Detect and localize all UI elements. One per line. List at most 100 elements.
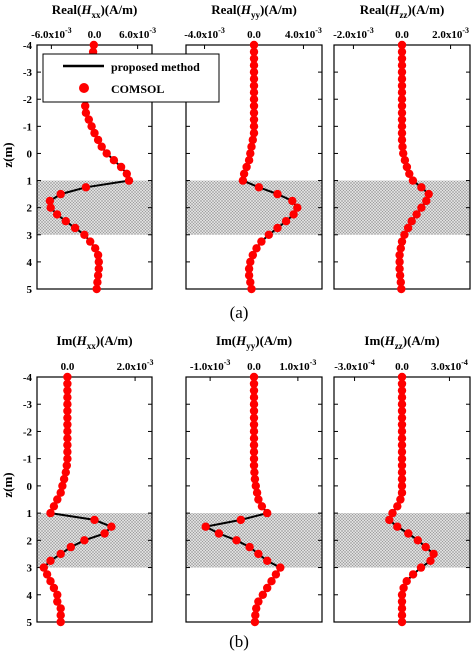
x-tick-mantissa: -3.0x10: [334, 361, 368, 373]
comsol-point: [247, 284, 256, 294]
y-tick-label: 0: [27, 481, 33, 493]
comsol-point: [89, 40, 99, 50]
comsol-point: [61, 468, 70, 477]
comsol-point: [46, 203, 55, 212]
comsol-point: [251, 611, 260, 620]
comsol-point: [53, 597, 62, 606]
comsol-point: [413, 536, 422, 545]
comsol-point: [397, 379, 407, 388]
comsol-point: [63, 454, 72, 463]
comsol-point: [267, 577, 276, 586]
comsol-point: [52, 210, 62, 219]
x-tick-mantissa: -6.0x10: [31, 29, 65, 41]
comsol-point: [63, 447, 72, 457]
comsol-point: [276, 563, 285, 572]
panel-title-sub: zz: [395, 341, 403, 351]
comsol-point: [293, 203, 302, 212]
comsol-point: [249, 108, 259, 118]
comsol-point: [400, 230, 409, 239]
comsol-point: [396, 495, 405, 504]
comsol-point: [385, 515, 394, 525]
panel-title-var: H: [76, 333, 88, 348]
y-axis-label-a: z(m): [0, 142, 15, 167]
panel-title-suffix: )(A/m): [403, 333, 440, 348]
comsol-point: [214, 529, 224, 538]
legend-box: [42, 53, 220, 103]
caption-b: (b): [229, 632, 249, 651]
x-tick-label: 0.0: [247, 361, 261, 373]
comsol-point: [56, 611, 65, 620]
x-tick-exponent: -3: [315, 26, 322, 35]
comsol-point: [46, 556, 55, 565]
panel-title-prefix: Real(: [52, 2, 82, 17]
comsol-point: [70, 223, 80, 233]
comsol-point: [397, 406, 407, 416]
comsol-point: [59, 474, 69, 484]
comsol-point: [251, 481, 260, 491]
y-tick-label: -2: [23, 426, 33, 438]
comsol-point: [56, 617, 65, 627]
panel-title: Real(Hxx)(A/m): [52, 2, 138, 20]
comsol-point: [273, 189, 282, 199]
comsol-point: [250, 617, 260, 627]
comsol-point: [109, 156, 119, 165]
comsol-point: [397, 74, 407, 84]
comsol-point: [397, 122, 407, 131]
comsol-point: [397, 461, 407, 470]
comsol-point: [249, 386, 259, 395]
y-tick-label: 2: [27, 203, 33, 215]
comsol-point: [422, 196, 431, 206]
comsol-point: [395, 250, 404, 260]
comsol-point: [257, 502, 267, 511]
x-tick-exponent: -3: [218, 26, 225, 35]
comsol-point: [397, 67, 407, 77]
comsol-point: [397, 47, 407, 56]
y-tick-label: 4: [27, 257, 33, 269]
comsol-point: [289, 210, 298, 219]
comsol-point: [397, 420, 407, 429]
x-tick-mantissa: 6.0x10: [119, 29, 150, 41]
comsol-point: [232, 536, 241, 545]
comsol-point: [397, 468, 407, 477]
y-tick-label: 1: [27, 176, 33, 188]
comsol-point: [397, 447, 407, 457]
comsol-point: [397, 590, 407, 599]
y-tick-label: -1: [23, 121, 32, 133]
comsol-point: [63, 420, 72, 429]
x-tick-label: -3.0x10-4: [334, 358, 375, 373]
y-tick-label: -2: [23, 94, 33, 106]
y-tick-label: 2: [27, 535, 33, 547]
comsol-point: [97, 142, 106, 151]
comsol-point: [49, 583, 59, 593]
comsol-point: [388, 508, 397, 518]
comsol-point: [397, 284, 406, 294]
panel-title-sub: yy: [251, 10, 261, 20]
comsol-point: [396, 278, 405, 287]
comsol-point: [395, 257, 404, 267]
y-tick-label: 5: [27, 617, 33, 629]
x-tick-exponent: -4: [368, 358, 375, 367]
comsol-point: [249, 54, 259, 63]
panel-title-var: H: [384, 333, 396, 348]
comsol-point: [263, 583, 272, 593]
comsol-point: [397, 101, 407, 111]
comsol-point: [397, 95, 407, 104]
x-tick-label: 0.0: [395, 361, 409, 373]
comsol-point: [236, 515, 245, 525]
comsol-point: [248, 135, 257, 145]
x-tick-label: 0.0: [395, 29, 409, 41]
panel-title-suffix: )(A/m): [260, 2, 297, 17]
caption-a: (a): [230, 303, 249, 322]
comsol-point: [63, 400, 72, 409]
panel-title: Real(Hyy)(A/m): [211, 2, 297, 20]
comsol-point: [92, 284, 101, 294]
y-tick-label: -4: [23, 372, 33, 384]
comsol-point: [249, 40, 259, 50]
panel-title-prefix: Im(: [56, 333, 76, 348]
comsol-point: [102, 149, 111, 158]
comsol-point: [404, 529, 413, 538]
comsol-point: [258, 590, 267, 599]
